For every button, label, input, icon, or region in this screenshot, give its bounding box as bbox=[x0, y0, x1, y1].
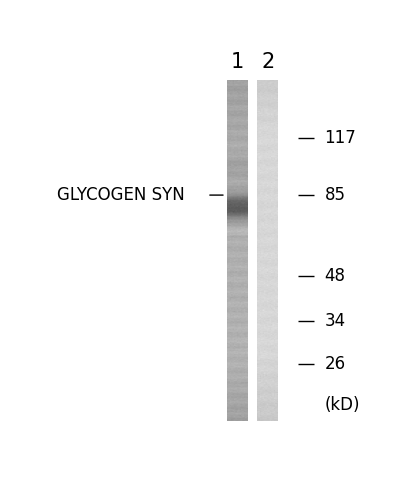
Text: GLYCOGEN SYN: GLYCOGEN SYN bbox=[57, 186, 185, 204]
Text: 48: 48 bbox=[324, 267, 345, 286]
Text: 1: 1 bbox=[231, 52, 244, 72]
Text: 34: 34 bbox=[324, 312, 345, 330]
Text: 26: 26 bbox=[324, 355, 345, 372]
Text: 2: 2 bbox=[261, 52, 275, 72]
Text: 85: 85 bbox=[324, 186, 345, 204]
Text: 117: 117 bbox=[324, 129, 356, 147]
Text: (kD): (kD) bbox=[324, 396, 360, 414]
